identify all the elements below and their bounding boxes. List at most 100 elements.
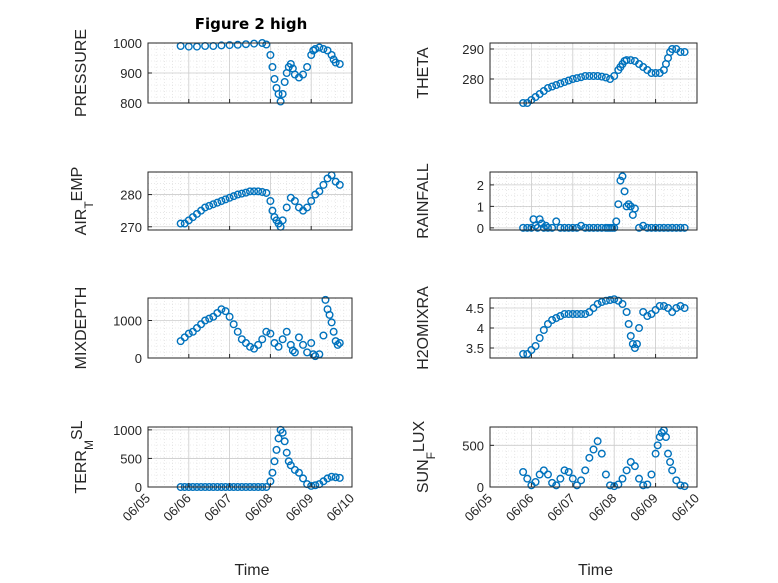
data-point <box>560 223 569 232</box>
x-axis-label: Time <box>578 562 613 579</box>
data-point <box>278 216 287 225</box>
data-point <box>597 72 606 81</box>
y-tick-label: 500 <box>120 451 142 466</box>
data-point <box>323 474 332 483</box>
y-tick-label: 0 <box>135 351 142 366</box>
data-point <box>274 342 283 351</box>
y-tick-label: 1000 <box>113 314 142 329</box>
data-point <box>635 474 644 483</box>
data-point <box>626 56 635 65</box>
y-tick-label: 4 <box>477 321 484 336</box>
x-tick-label: 06/08 <box>242 491 276 525</box>
subplot-air_temp: 270 280 AIRTEMP <box>69 167 353 236</box>
data-point <box>632 340 641 349</box>
data-point <box>329 327 338 336</box>
subplot-h2omixra: 3.5 4 4.5 H2OMIXRA <box>415 286 698 370</box>
data-point <box>668 223 677 232</box>
data-point <box>568 74 577 83</box>
data-point <box>556 79 565 88</box>
data-point <box>268 468 277 477</box>
data-point <box>270 457 279 466</box>
data-point <box>680 304 689 313</box>
data-point <box>266 329 275 338</box>
data-point <box>668 45 677 54</box>
data-point <box>628 340 637 349</box>
axes-box <box>489 426 698 488</box>
data-point <box>616 176 625 185</box>
x-tick-label: 06/05 <box>120 491 154 525</box>
x-tick-label: 06/08 <box>586 491 620 525</box>
axes-box <box>147 171 353 231</box>
data-point <box>606 296 615 305</box>
data-point <box>225 193 234 202</box>
axes-background <box>490 172 697 230</box>
data-point <box>552 217 561 226</box>
data-point <box>589 223 598 232</box>
data-point <box>523 223 532 232</box>
data-point <box>280 437 289 446</box>
data-point <box>274 434 283 443</box>
data-point <box>543 320 552 329</box>
subplot-mixdepth: 0 1000 MIXDEPTH <box>73 287 353 369</box>
data-point <box>286 461 295 470</box>
data-point <box>205 201 214 210</box>
data-point <box>593 437 602 446</box>
data-point <box>560 77 569 86</box>
y-axis-label: AIRTEMP <box>69 167 96 236</box>
y-tick-label: 0 <box>477 221 484 236</box>
data-point <box>647 310 656 319</box>
data-point <box>299 340 308 349</box>
data-point <box>233 40 242 49</box>
data-point <box>572 223 581 232</box>
data-point <box>664 449 673 458</box>
data-point <box>651 306 660 315</box>
data-point <box>672 223 681 232</box>
data-point <box>618 172 627 181</box>
data-point <box>661 433 670 442</box>
data-point <box>676 48 685 57</box>
data-point <box>548 223 557 232</box>
data-point <box>280 77 289 86</box>
axes-box <box>489 42 698 104</box>
data-point <box>647 223 656 232</box>
data-point <box>676 481 685 490</box>
data-point <box>552 481 561 490</box>
x-tick-label: 06/07 <box>544 491 578 525</box>
data-point <box>315 187 324 196</box>
data-point <box>585 453 594 462</box>
data-point <box>250 187 259 196</box>
data-point <box>630 204 639 213</box>
data-point <box>622 466 631 475</box>
data-point <box>535 334 544 343</box>
data-point <box>307 481 316 490</box>
data-point <box>282 448 291 457</box>
data-point <box>539 223 548 232</box>
data-point <box>560 466 569 475</box>
data-point <box>270 74 279 83</box>
data-point <box>288 346 297 355</box>
data-point <box>268 63 277 72</box>
data-point <box>209 200 218 209</box>
data-point <box>618 300 627 309</box>
data-point <box>581 223 590 232</box>
y-tick-label: 1000 <box>113 423 142 438</box>
data-point <box>622 202 631 211</box>
data-point <box>229 320 238 329</box>
data-point <box>535 470 544 479</box>
data-point <box>548 82 557 91</box>
data-point <box>531 342 540 351</box>
data-point <box>543 83 552 92</box>
data-point <box>612 217 621 226</box>
subplot-theta: 280 290 THETA <box>415 42 698 107</box>
data-point <box>286 60 295 69</box>
subplot-rainfall: 0 1 2 RAINFALL <box>415 163 698 239</box>
data-point <box>622 308 631 317</box>
data-point <box>233 190 242 199</box>
y-axis-label: SUNFLUX <box>411 421 438 494</box>
data-point <box>543 470 552 479</box>
chart-title: Figure 2 high <box>195 15 308 33</box>
data-point <box>593 223 602 232</box>
data-point <box>651 68 660 77</box>
data-point <box>568 474 577 483</box>
data-point <box>205 314 214 323</box>
